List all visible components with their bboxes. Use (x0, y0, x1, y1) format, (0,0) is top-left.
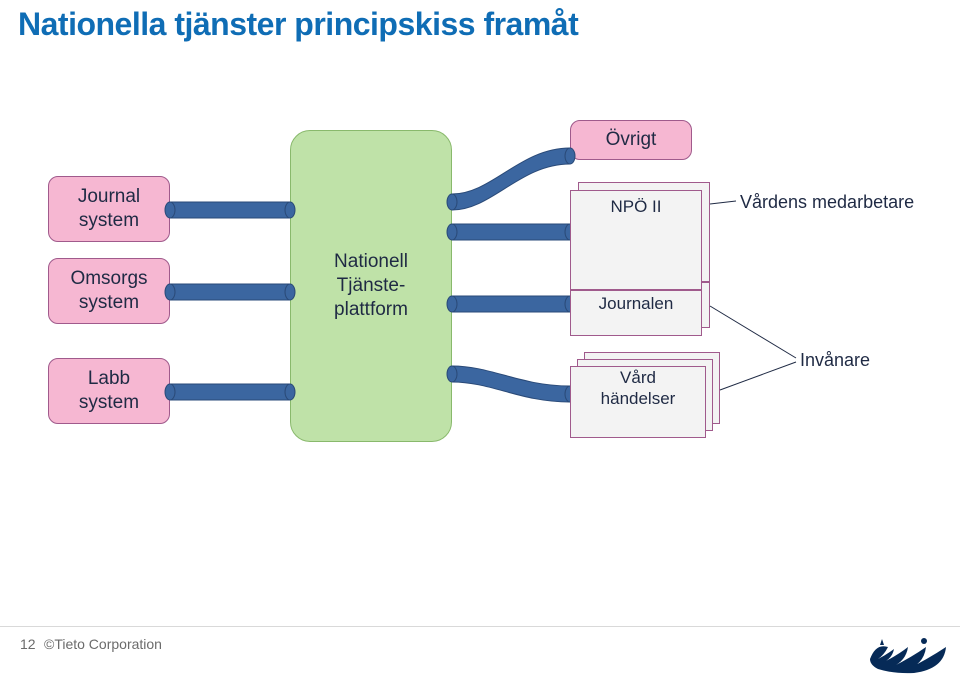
annotation-lines-svg (0, 0, 960, 681)
node-journalen: Journalen (580, 290, 692, 318)
node-vard-label: Vård händelser (601, 367, 676, 410)
slide-canvas: { "title": { "text": "Nationella tjänste… (0, 0, 960, 681)
node-journalen-label: Journalen (599, 293, 674, 314)
node-npo-label: NPÖ II (610, 196, 661, 217)
node-npo: NPÖ II (580, 190, 692, 224)
node-vard: Vård händelser (582, 364, 694, 412)
